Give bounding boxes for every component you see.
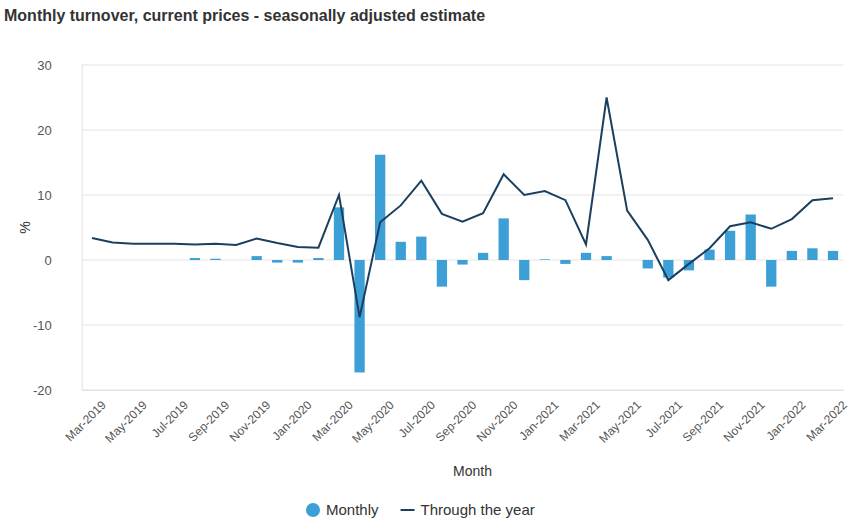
x-tick: Nov-2019 (227, 390, 274, 445)
x-axis-line (82, 390, 844, 391)
y-tick: 20 (37, 123, 81, 138)
legend-label: Through the year (421, 501, 535, 518)
line (92, 98, 833, 318)
y-tick-label: 0 (44, 253, 51, 268)
bar (478, 253, 488, 260)
bar (416, 237, 426, 260)
bar (169, 260, 179, 261)
bar (643, 260, 653, 268)
x-tick: May-2020 (349, 390, 397, 446)
y-tick: 10 (37, 188, 81, 203)
y-axis-title: % (17, 221, 33, 233)
bar (396, 242, 406, 260)
x-tick: Mar-2022 (804, 390, 850, 444)
x-tick: Jul-2021 (643, 390, 686, 440)
bar (128, 260, 138, 261)
legend-symbol (306, 503, 320, 517)
y-tick-label: -20 (33, 383, 52, 398)
bars (190, 155, 838, 373)
y-tick: 0 (44, 253, 81, 268)
bar (107, 260, 117, 261)
x-tick-label: May-2021 (596, 398, 644, 446)
grid-line (82, 390, 844, 391)
legend-item: Monthly (306, 501, 379, 518)
x-axis: Mar-2019May-2019Jul-2019Sep-2019Nov-2019… (63, 390, 850, 446)
x-tick-label: May-2019 (102, 398, 150, 446)
plot-area (92, 98, 838, 373)
x-tick: Jan-2021 (516, 390, 562, 443)
bar (787, 251, 797, 260)
y-tick: -10 (33, 318, 82, 333)
y-tick-label: -10 (33, 318, 52, 333)
bar (210, 259, 220, 260)
legend-item: Through the year (401, 501, 535, 518)
y-tick: -20 (33, 383, 82, 398)
bar (807, 248, 817, 260)
legend-symbol (401, 509, 415, 511)
bar (601, 256, 611, 260)
x-tick-label: Mar-2020 (310, 398, 356, 444)
x-tick-label: Sep-2021 (680, 398, 727, 445)
x-tick: Jul-2020 (396, 390, 439, 440)
x-axis-title: Month (453, 463, 492, 479)
x-tick-label: Mar-2022 (804, 398, 850, 444)
bar (581, 253, 591, 260)
chart: Monthly turnover, current prices - seaso… (0, 0, 855, 531)
x-tick: Sep-2020 (433, 390, 480, 445)
x-tick: Sep-2021 (680, 390, 727, 445)
bar (87, 260, 97, 261)
bar (457, 260, 467, 265)
bar (766, 260, 776, 287)
x-tick-label: Nov-2020 (474, 398, 521, 445)
x-tick-label: Sep-2020 (433, 398, 480, 445)
bar (499, 218, 509, 260)
y-tick-label: 20 (37, 123, 51, 138)
y-axis-line (82, 66, 83, 391)
y-axis: -20 -10 0 10 20 30 (33, 58, 82, 398)
bar (560, 260, 570, 264)
bar (272, 260, 282, 263)
grid-line (82, 65, 844, 66)
y-tick-label: 30 (37, 58, 51, 73)
title: Monthly turnover, current prices - seaso… (4, 7, 485, 24)
x-tick-label: Jan-2021 (516, 398, 562, 444)
x-tick-label: Mar-2021 (557, 398, 603, 444)
bar (231, 260, 241, 261)
legend-label: Monthly (326, 501, 379, 518)
x-tick-label: May-2020 (349, 398, 397, 446)
x-tick: Jan-2020 (269, 390, 315, 443)
bar (437, 260, 447, 287)
x-tick: May-2021 (596, 390, 644, 446)
x-tick: Sep-2019 (186, 390, 233, 445)
x-tick-label: Sep-2019 (186, 398, 233, 445)
x-tick: Jan-2022 (763, 390, 809, 443)
x-tick-label: Nov-2021 (721, 398, 768, 445)
bar (622, 260, 632, 261)
grid-line (82, 195, 844, 196)
legend: Monthly Through the year (306, 501, 535, 518)
bar (149, 260, 159, 261)
bar (519, 260, 529, 280)
x-tick-label: Jan-2020 (269, 398, 315, 444)
bar (313, 258, 323, 260)
x-tick: May-2019 (102, 390, 150, 446)
y-tick: 30 (37, 58, 81, 73)
bar (293, 260, 303, 263)
x-tick: Nov-2020 (474, 390, 521, 445)
x-tick: Nov-2021 (721, 390, 768, 445)
x-tick-label: Jan-2022 (763, 398, 809, 444)
x-tick: Jul-2019 (149, 390, 192, 440)
y-tick-label: 10 (37, 188, 51, 203)
bar (375, 155, 385, 260)
bar (540, 259, 550, 261)
bar (252, 256, 262, 260)
grid (82, 65, 844, 390)
grid-line (82, 130, 844, 131)
bar (725, 231, 735, 260)
x-tick-label: Mar-2019 (63, 398, 109, 444)
grid-line (82, 325, 844, 326)
bar (190, 258, 200, 260)
x-tick-label: Nov-2019 (227, 398, 274, 445)
bar (828, 251, 838, 260)
